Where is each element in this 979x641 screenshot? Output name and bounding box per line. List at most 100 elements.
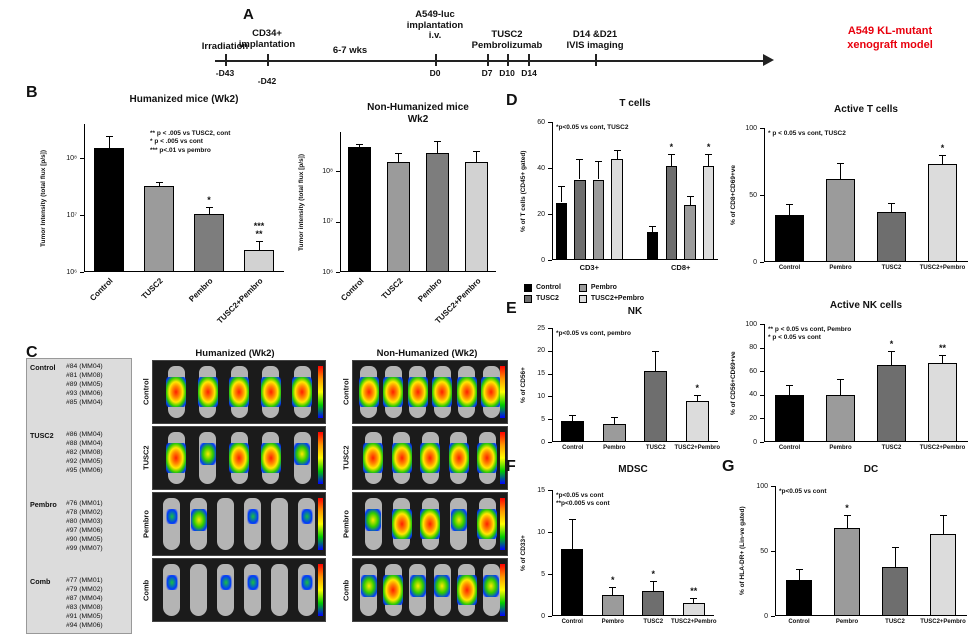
luminescence-blob bbox=[477, 443, 497, 473]
bar bbox=[775, 394, 804, 442]
mouse-image-row: Comb bbox=[340, 558, 508, 622]
event-irradiation: Irradiation bbox=[201, 41, 249, 52]
chart-title: Humanized mice (Wk2) bbox=[129, 94, 239, 105]
bar bbox=[561, 548, 584, 616]
significance-mark: * bbox=[889, 339, 894, 350]
significance-mark: * bbox=[207, 194, 211, 205]
bar bbox=[244, 250, 274, 272]
error-bar bbox=[571, 519, 573, 549]
bar bbox=[386, 162, 411, 272]
chart-active-t-cells: Active T cells% of CD8+CD69+ve * p < 0.05… bbox=[728, 104, 974, 276]
error-bar-cap bbox=[568, 519, 576, 521]
nonhumanized-image-column: Control TUSC2 Pembro Comb bbox=[340, 360, 508, 622]
error-bar bbox=[891, 203, 892, 213]
group-label: Control bbox=[341, 378, 351, 406]
error-bar bbox=[598, 161, 600, 180]
y-tick bbox=[548, 350, 552, 352]
bar bbox=[775, 215, 804, 262]
plot-area bbox=[552, 328, 718, 442]
error-bar bbox=[696, 395, 698, 401]
error-bar bbox=[613, 416, 615, 424]
luminescence-blob bbox=[301, 509, 312, 524]
timeline-line bbox=[215, 60, 765, 62]
group-name: TUSC2 bbox=[30, 431, 54, 441]
bar bbox=[464, 162, 489, 272]
mouse bbox=[163, 498, 180, 550]
bar bbox=[555, 202, 568, 260]
mouse bbox=[197, 366, 218, 418]
luminescence-blob bbox=[260, 443, 281, 473]
mouse bbox=[244, 498, 261, 550]
y-tick bbox=[771, 486, 775, 487]
significance-note: *p<0.05 vs cont **p<0.005 vs cont bbox=[556, 492, 610, 508]
bar bbox=[881, 566, 909, 616]
y-tick-label: 20 bbox=[537, 210, 545, 218]
error-bar bbox=[693, 597, 695, 604]
y-tick bbox=[80, 158, 84, 160]
luminescence-blob bbox=[450, 509, 467, 531]
bar bbox=[685, 400, 709, 442]
y-axis-label: % of CD33+ bbox=[520, 535, 527, 571]
luminescence-blob bbox=[391, 443, 412, 473]
y-tick-label: 100 bbox=[756, 482, 768, 490]
group-name: Control bbox=[30, 363, 56, 372]
y-axis-label: % of CD56+ bbox=[520, 367, 527, 403]
humanized-header: Humanized (Wk2) bbox=[195, 348, 275, 359]
error-bar-cap bbox=[939, 154, 946, 156]
luminescence-blob bbox=[260, 377, 281, 407]
nonhumanized-header: Non-Humanized (Wk2) bbox=[376, 348, 478, 359]
x-tick-label: TUSC2+Pembro bbox=[920, 619, 966, 625]
mouse bbox=[477, 432, 497, 484]
y-axis-label: Tumor intensity (total flux [p/s]) bbox=[298, 153, 305, 251]
panel-c-label: C bbox=[26, 344, 38, 361]
group-name: Pembro bbox=[30, 499, 57, 509]
y-tick bbox=[548, 122, 552, 123]
error-bar-cap bbox=[595, 161, 603, 163]
luminescence-blob bbox=[292, 377, 312, 407]
bioluminescence-image bbox=[152, 492, 326, 556]
error-bar-cap bbox=[786, 204, 793, 206]
mouse-id-list: #86 (MM04) #88 (MM04) #82 (MM08) #92 (MM05)… bbox=[66, 430, 128, 475]
chart-title: Active T cells bbox=[834, 104, 898, 115]
error-bar-cap bbox=[609, 586, 617, 588]
chart-t-cells: T cells % of T cells (CD45+ gated) *p<0.05… bbox=[518, 98, 722, 276]
mouse-id-list: #84 (MM04) #81 (MM08) #89 (MM05) #93 (MM06)… bbox=[66, 362, 128, 407]
chart-nk-cells: NK % of CD56+ *p<0.05 vs cont, pembro 0 5 10 1… bbox=[518, 306, 722, 456]
y-tick-label: 10 bbox=[537, 392, 545, 400]
color-scale-bar bbox=[500, 564, 505, 616]
luminescence-blob bbox=[420, 443, 440, 473]
mouse bbox=[409, 564, 427, 616]
mouse bbox=[420, 432, 440, 484]
mouse-id: #84 (MM04) bbox=[66, 363, 103, 370]
error-bar-cap bbox=[939, 354, 946, 356]
y-tick bbox=[760, 418, 764, 420]
timeline-tick bbox=[267, 54, 269, 66]
group-label: Control bbox=[141, 378, 151, 406]
y-tick-label: 10⁷ bbox=[66, 211, 77, 219]
mouse bbox=[420, 498, 440, 550]
x-tick-label: TUSC2 bbox=[885, 619, 905, 625]
error-bar-cap bbox=[649, 225, 657, 227]
bar bbox=[425, 152, 450, 272]
x-tick-label: TUSC2+Pembro bbox=[919, 265, 966, 271]
mouse bbox=[271, 498, 288, 550]
tick-label-d42: -D42 bbox=[257, 76, 277, 86]
mouse-id: #77 (MM01) bbox=[66, 576, 103, 584]
y-tick-label: 0 bbox=[764, 612, 768, 620]
luminescence-blob bbox=[229, 443, 249, 473]
y-tick-label: 25 bbox=[537, 324, 545, 332]
timeline-tick bbox=[507, 54, 509, 66]
mouse-id: #88 (MM04) bbox=[66, 440, 103, 448]
mouse-id: #81 (MM08) bbox=[66, 372, 103, 379]
y-tick-label: 10⁸ bbox=[66, 154, 77, 162]
y-tick-label: 0 bbox=[541, 438, 545, 446]
luminescence-blob bbox=[247, 575, 258, 590]
bioluminescence-image bbox=[152, 558, 326, 622]
color-scale-bar bbox=[318, 432, 323, 484]
error-bar bbox=[894, 547, 896, 567]
x-tick-label: Pembro bbox=[835, 619, 859, 625]
legend-swatch bbox=[578, 283, 587, 292]
mouse-id: #76 (MM01) bbox=[66, 499, 103, 507]
timeline-tick bbox=[435, 54, 437, 66]
mouse bbox=[271, 564, 288, 616]
